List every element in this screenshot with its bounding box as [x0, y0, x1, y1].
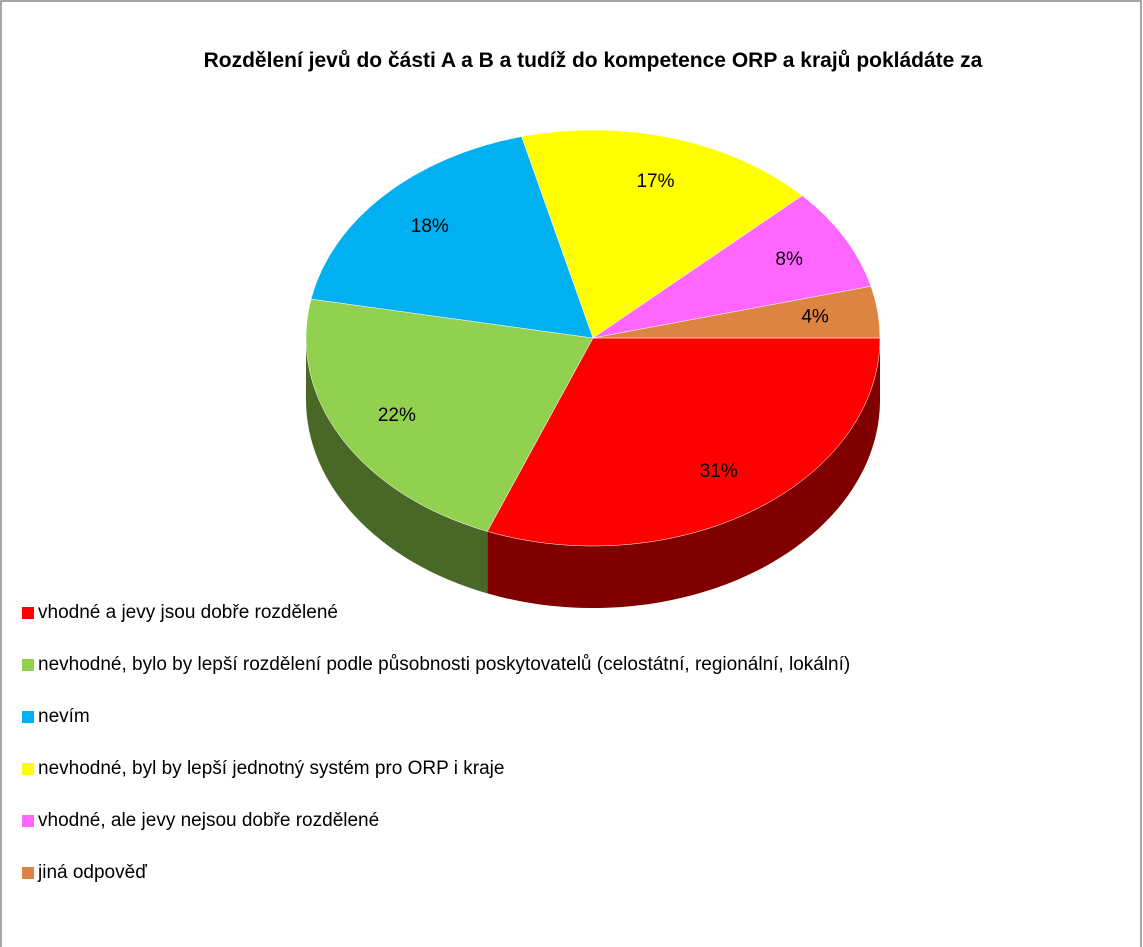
legend-label: jiná odpověď: [37, 862, 147, 883]
data-label: 4%: [801, 307, 829, 328]
data-label: 22%: [378, 405, 416, 426]
slice: [521, 129, 803, 339]
legend-label: vhodné, ale jevy nejsou dobře rozdělené: [38, 810, 379, 831]
slice: [592, 285, 881, 339]
legend-label: nevhodné, byl by lepší jednotný systém p…: [38, 758, 504, 779]
legend-label: nevhodné, bylo by lepší rozdělení podle …: [38, 654, 850, 675]
slice: [592, 195, 872, 339]
legend-swatch: [22, 607, 34, 619]
chart-title: Rozdělení jevů do části A a B a tudíž do…: [203, 49, 983, 72]
legend-swatch: [22, 867, 34, 879]
data-label: 31%: [700, 461, 738, 482]
slice-side: [487, 338, 880, 608]
data-label: 18%: [411, 216, 449, 237]
legend-label: nevím: [38, 706, 90, 727]
legend-swatch: [22, 711, 34, 723]
legend-swatch: [22, 763, 34, 775]
slice-side: [306, 338, 488, 594]
slice: [305, 298, 594, 532]
data-label: 8%: [775, 249, 803, 270]
slice: [310, 136, 594, 339]
data-label: 17%: [636, 171, 674, 192]
legend-swatch: [22, 815, 34, 827]
legend-swatch: [22, 659, 34, 671]
slice: [486, 337, 881, 547]
legend-label: vhodné a jevy jsou dobře rozdělené: [38, 602, 338, 623]
